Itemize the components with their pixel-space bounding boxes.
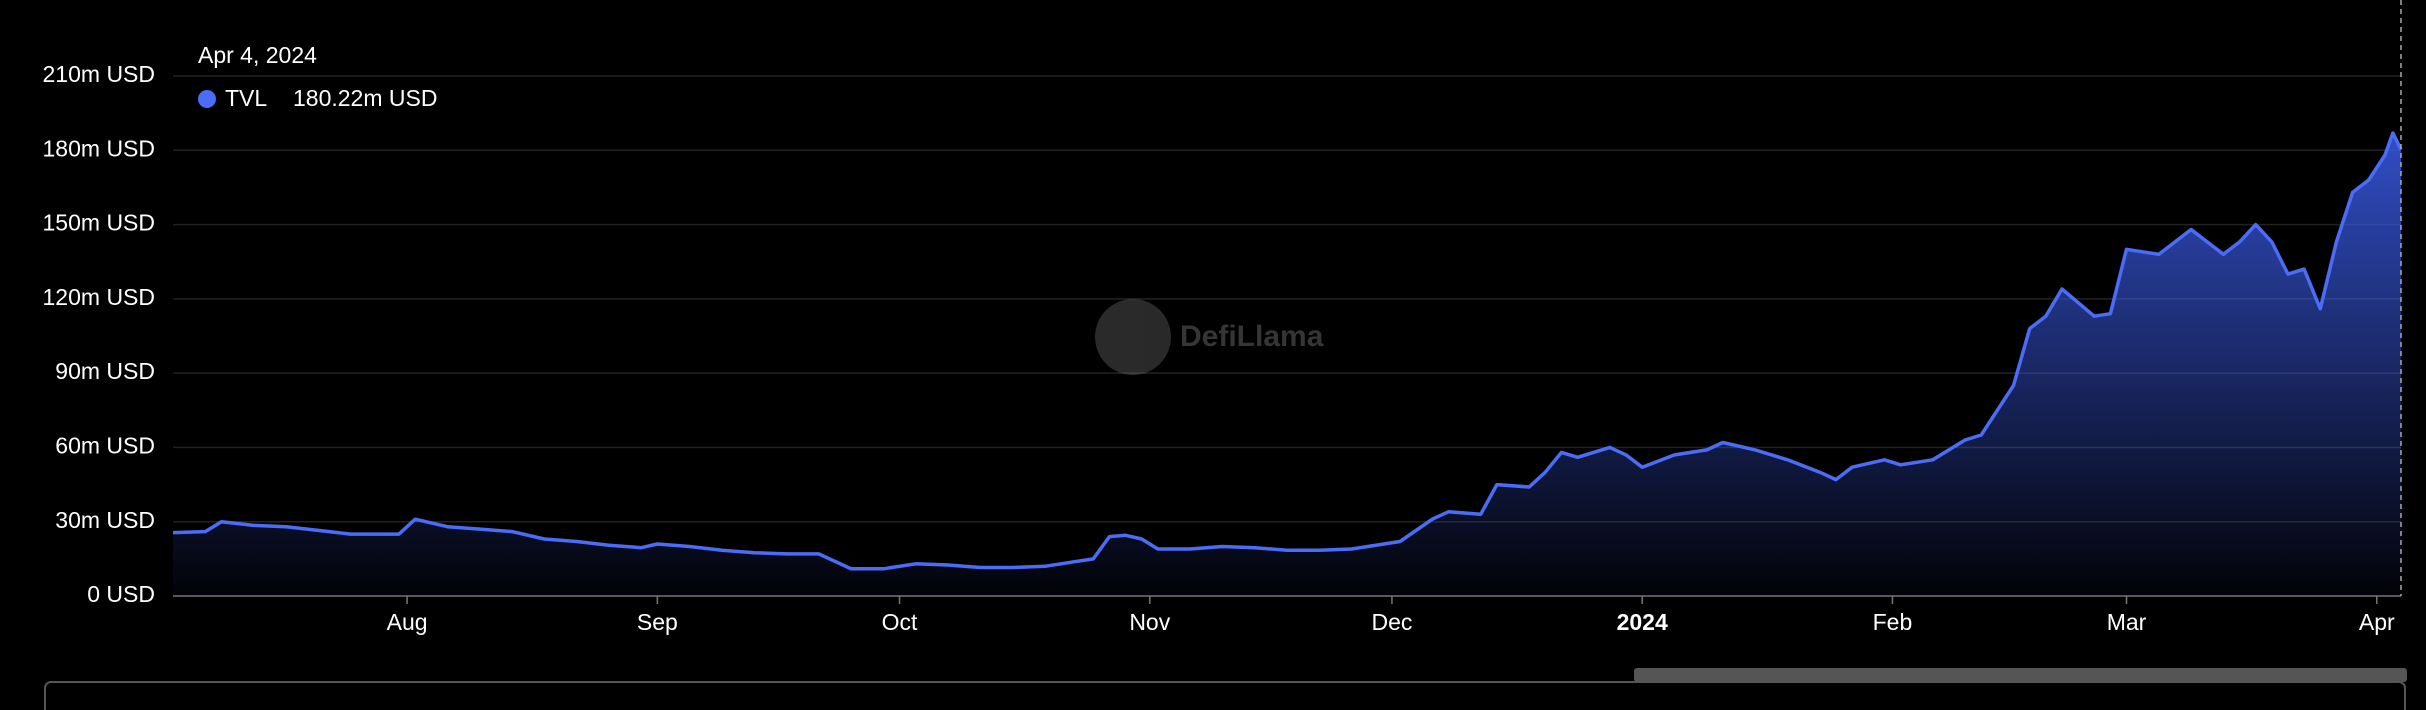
x-tick-label: Mar: [2107, 609, 2147, 635]
legend-label: TVL: [225, 85, 267, 111]
x-tick-label: 2024: [1617, 609, 1668, 635]
tooltip-date: Apr 4, 2024: [198, 42, 317, 68]
y-tick-label: 210m USD: [43, 61, 155, 87]
x-tick-label: Nov: [1129, 609, 1170, 635]
x-tick-label: Feb: [1873, 609, 1913, 635]
tooltip-value: 180.22m USD: [293, 85, 437, 111]
line: [172, 131, 2403, 571]
x-tick-label: Apr: [2359, 609, 2395, 635]
x-tick-label: Dec: [1371, 609, 1412, 635]
watermark-logo: [1095, 299, 1171, 375]
y-tick-label: 0 USD: [87, 581, 155, 607]
y-tick-label: 60m USD: [55, 433, 155, 459]
y-tick-label: 180m USD: [43, 135, 155, 161]
x-tick-label: Aug: [387, 609, 428, 635]
y-tick-label: 30m USD: [55, 507, 155, 533]
x-tick-label: Sep: [637, 609, 678, 635]
area-fill: [173, 133, 2401, 596]
y-tick-label: 120m USD: [43, 284, 155, 310]
brush-area[interactable]: [44, 681, 2406, 710]
watermark-text: DefiLlama: [1180, 320, 1324, 353]
y-tick-label: 90m USD: [55, 358, 155, 384]
y-tick-label: 150m USD: [43, 210, 155, 236]
legend-dot: [198, 90, 216, 108]
x-tick-label: Oct: [882, 609, 918, 635]
brush-handle-bar[interactable]: [1634, 668, 2407, 682]
watermark: DefiLlama: [1095, 299, 1324, 375]
